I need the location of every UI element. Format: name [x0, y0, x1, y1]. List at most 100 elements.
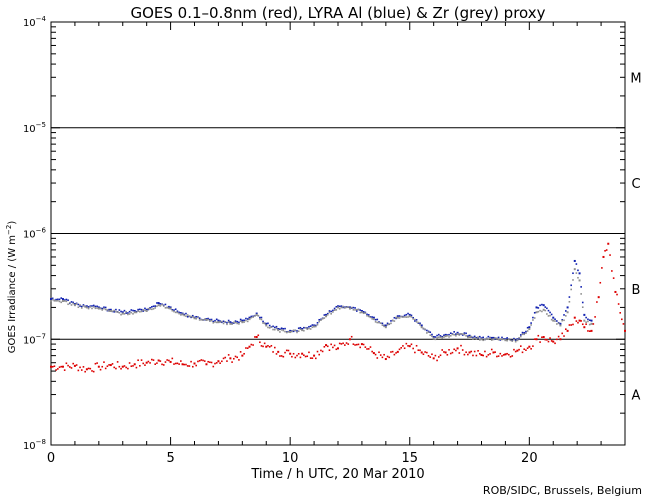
data-dot [115, 310, 117, 313]
data-dot [501, 338, 503, 341]
data-point [277, 350, 280, 353]
data-dot [68, 301, 71, 304]
data-point [535, 338, 538, 341]
data-dot [227, 321, 230, 323]
data-dot [340, 343, 343, 345]
data-dot [521, 333, 524, 336]
data-dot [328, 311, 331, 314]
data-point [229, 357, 232, 360]
data-dot [463, 332, 466, 334]
data-dot [458, 352, 461, 354]
data-dot [381, 322, 384, 325]
data-dot [132, 309, 134, 312]
data-dot [79, 304, 81, 306]
data-dot [395, 317, 397, 320]
data-dot [149, 307, 151, 309]
data-dot [539, 309, 541, 312]
y-axis-label-end: ) [7, 221, 18, 225]
data-point [360, 311, 363, 314]
data-dot [314, 357, 317, 360]
data-dot [212, 322, 215, 324]
data-point [552, 319, 555, 322]
data-dot [519, 335, 522, 338]
data-dot [224, 356, 227, 359]
data-dot [115, 367, 117, 370]
data-dot [92, 370, 95, 373]
data-dot [150, 308, 153, 311]
data-dot [128, 310, 131, 313]
data-point [468, 351, 471, 354]
data-point [157, 302, 160, 305]
data-dot [332, 346, 334, 349]
data-dot [465, 351, 467, 354]
data-dot [80, 305, 83, 308]
data-dot [465, 332, 467, 335]
data-dot [379, 354, 382, 356]
y-tick-label: 10−4 [23, 15, 47, 29]
data-dot [568, 300, 571, 303]
x-tick-label: 15 [401, 451, 418, 466]
flare-class-lines [51, 127, 625, 340]
data-dot [140, 308, 143, 311]
data-dot [168, 305, 170, 308]
data-dot [556, 320, 558, 322]
data-dot [400, 315, 403, 318]
data-dot [338, 307, 341, 310]
data-dot [506, 352, 508, 355]
data-dot [398, 315, 401, 317]
data-dot [395, 316, 397, 319]
data-dot [570, 288, 572, 291]
data-dot [467, 335, 469, 338]
data-dot [473, 335, 476, 338]
data-dot [539, 341, 541, 343]
data-dot [308, 327, 310, 330]
data-point [337, 347, 339, 350]
data-dot [72, 362, 75, 365]
data-point [597, 296, 600, 299]
data-dot [180, 314, 182, 316]
data-point [384, 324, 387, 327]
data-dot [239, 351, 242, 353]
data-dot [451, 351, 454, 354]
data-dot [227, 354, 230, 356]
data-dot [178, 312, 180, 315]
data-dot [490, 348, 493, 351]
data-point [456, 347, 459, 350]
data-dot [316, 323, 319, 326]
data-dot [359, 309, 362, 311]
data-point [61, 365, 64, 368]
data-dot [297, 330, 300, 333]
data-dot [77, 306, 80, 309]
data-dot [149, 362, 151, 364]
data-dot [270, 344, 273, 347]
data-dot [250, 316, 253, 319]
data-dot [525, 330, 527, 333]
data-dot [544, 338, 547, 341]
data-dot [212, 320, 215, 323]
data-dot [55, 300, 57, 302]
data-dot [144, 364, 146, 366]
data-dot [478, 335, 481, 338]
data-dot [458, 334, 461, 336]
data-dot [262, 345, 264, 348]
data-dot [565, 315, 567, 317]
data-point [325, 315, 328, 318]
data-dot [318, 353, 321, 356]
data-point [337, 306, 339, 309]
data-dot [345, 342, 348, 344]
data-point [408, 345, 411, 348]
data-dot [154, 307, 157, 309]
data-dot [323, 317, 326, 319]
data-dot [328, 310, 331, 312]
data-dot [75, 364, 78, 366]
data-dot [125, 311, 127, 313]
data-dot [497, 338, 500, 341]
data-dot [478, 352, 481, 355]
data-dot [441, 349, 444, 351]
data-dot [227, 319, 230, 322]
y-tick-label: 10−7 [23, 332, 46, 346]
data-dot [137, 310, 139, 313]
data-point [542, 336, 545, 339]
data-dot [318, 320, 321, 323]
data-point [289, 331, 292, 334]
